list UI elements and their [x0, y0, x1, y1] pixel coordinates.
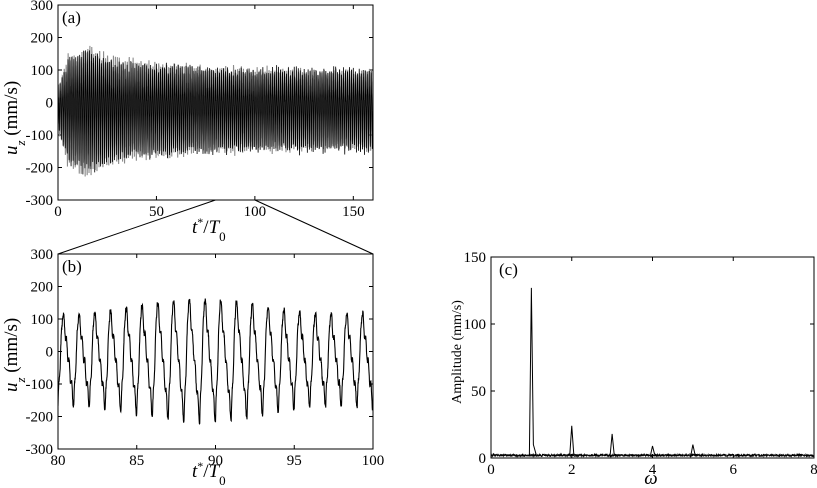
spectrum-peak: [569, 425, 577, 456]
y-tick-label: -200: [26, 161, 54, 177]
x-tick-label: 8: [810, 462, 817, 478]
x-tick-label: 100: [362, 453, 385, 469]
panel-b: 80 85 90 95 100 -300 -200 -100 0 100 200 300 (b) t*/T…: [1, 247, 384, 488]
y-tick-label: 150: [464, 250, 487, 266]
x-tick-label: 90: [208, 453, 223, 469]
x-tick-label: 0: [54, 204, 62, 220]
x-tick-label: 6: [730, 462, 738, 478]
spectrum-peak: [690, 444, 699, 456]
y-tick-label: 0: [46, 345, 54, 361]
spectrum-baseline: [491, 452, 814, 458]
x-tick-label: 4: [649, 462, 657, 478]
y-tick-label: -300: [26, 193, 54, 209]
y-tick-label: 200: [31, 280, 54, 296]
panel-c: 0 2 4 6 8 0 50 100 150 (c) ω Amplitude (mm/s): [450, 250, 817, 488]
y-axis-label: Amplitude (mm/s): [450, 300, 465, 404]
plot-frame: [57, 253, 374, 450]
y-tick-label: 300: [31, 0, 54, 14]
x-tick-label: 100: [244, 204, 267, 220]
y-tick-label: 300: [31, 247, 54, 263]
panel-label: (b): [62, 257, 82, 276]
x-tick-label: 50: [149, 204, 164, 220]
panel-a: 0 50 100 150 -300 -200 -100 0 100 200 300 (a) t*/T0 u…: [1, 0, 374, 244]
panel-label: (a): [62, 8, 81, 27]
x-tick-label: 0: [487, 462, 495, 478]
spectrum-peak: [528, 287, 537, 456]
y-axis-label: uz (mm/s): [1, 81, 28, 155]
y-tick-label: -100: [26, 377, 54, 393]
x-axis-label: t*/T0: [192, 215, 226, 244]
y-tick-label: 50: [471, 384, 486, 400]
y-tick-label: 100: [464, 317, 487, 333]
y-axis-label: uz (mm/s): [1, 318, 28, 392]
x-axis-label: ω: [644, 468, 657, 488]
x-tick-label: 85: [129, 453, 144, 469]
y-tick-label: -100: [26, 128, 54, 144]
x-tick-label: 95: [287, 453, 302, 469]
series-line-black: [58, 50, 373, 175]
zoom-connector-left: [57, 199, 216, 255]
y-tick-label: 200: [31, 31, 54, 47]
y-tick-label: -300: [26, 442, 54, 458]
x-axis-label: t*/T0: [192, 459, 226, 488]
y-tick-label: 100: [31, 312, 54, 328]
x-tick-label: 2: [568, 462, 576, 478]
panel-label: (c): [499, 260, 518, 279]
y-tick-label: 100: [31, 63, 54, 79]
spectrum-peak: [609, 433, 618, 456]
zoom-connector-right: [254, 199, 374, 255]
x-tick-label: 150: [342, 204, 365, 220]
series-line-zoom: [58, 298, 373, 425]
y-tick-label: 0: [479, 451, 487, 467]
spectrum-peak: [650, 445, 658, 456]
y-tick-label: -200: [26, 410, 54, 426]
plot-frame: [490, 256, 815, 459]
x-tick-label: 80: [51, 453, 66, 469]
y-tick-label: 0: [46, 96, 54, 112]
